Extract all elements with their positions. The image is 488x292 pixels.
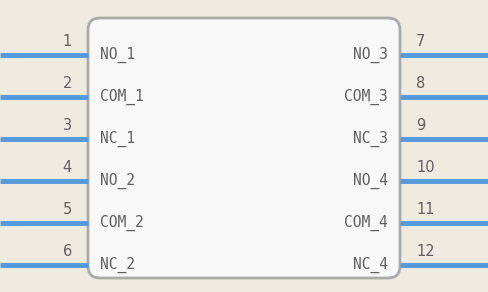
Text: 12: 12 bbox=[416, 244, 435, 259]
Text: NC_3: NC_3 bbox=[353, 131, 388, 147]
Text: NO_3: NO_3 bbox=[353, 47, 388, 63]
Text: 9: 9 bbox=[416, 118, 425, 133]
Text: NC_2: NC_2 bbox=[100, 257, 135, 273]
Text: NO_4: NO_4 bbox=[353, 173, 388, 189]
Text: NC_4: NC_4 bbox=[353, 257, 388, 273]
Text: COM_1: COM_1 bbox=[100, 89, 144, 105]
Text: 11: 11 bbox=[416, 202, 434, 217]
Text: 7: 7 bbox=[416, 34, 426, 49]
Text: 4: 4 bbox=[63, 160, 72, 175]
Text: NC_1: NC_1 bbox=[100, 131, 135, 147]
Text: NO_1: NO_1 bbox=[100, 47, 135, 63]
Text: COM_2: COM_2 bbox=[100, 215, 144, 231]
Text: COM_4: COM_4 bbox=[344, 215, 388, 231]
Text: NO_2: NO_2 bbox=[100, 173, 135, 189]
Text: 5: 5 bbox=[63, 202, 72, 217]
Text: 1: 1 bbox=[63, 34, 72, 49]
Text: COM_3: COM_3 bbox=[344, 89, 388, 105]
Text: 3: 3 bbox=[63, 118, 72, 133]
Text: 2: 2 bbox=[62, 76, 72, 91]
Text: 10: 10 bbox=[416, 160, 435, 175]
FancyBboxPatch shape bbox=[88, 18, 400, 278]
Text: 6: 6 bbox=[63, 244, 72, 259]
Text: 8: 8 bbox=[416, 76, 425, 91]
